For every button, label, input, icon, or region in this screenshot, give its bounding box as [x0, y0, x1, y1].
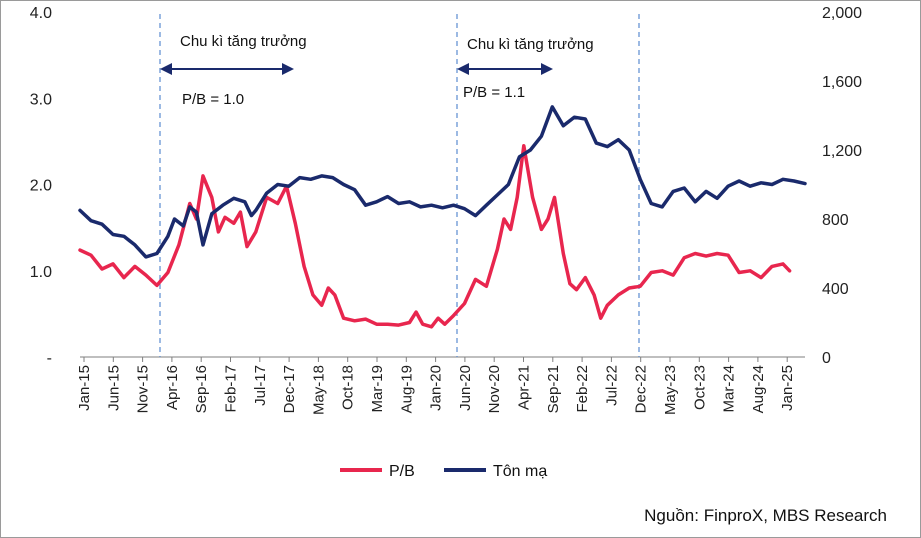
left-axis-tick-label: 2.0 — [30, 178, 52, 195]
x-axis-tick-label: Feb-22 — [574, 365, 591, 413]
x-axis-tick-label: Jun-20 — [457, 365, 474, 411]
tonma-series-line — [78, 105, 807, 259]
left-axis-tick-label: - — [47, 350, 52, 367]
x-axis-tick-label: Nov-15 — [135, 365, 152, 413]
left-axis-tick-label: 3.0 — [30, 91, 52, 108]
x-axis-tick-label: Jul-22 — [603, 365, 620, 406]
legend-pb-label: P/B — [389, 463, 415, 480]
x-axis-tick-label: Feb-17 — [223, 365, 240, 413]
x-axis-tick-label: Mar-19 — [369, 365, 386, 413]
x-axis-tick-label: Jul-17 — [252, 365, 269, 406]
x-axis-tick-label: Aug-19 — [398, 365, 415, 413]
x-axis-tick-label: Jun-15 — [105, 365, 122, 411]
cycle-1-label: Chu kì tăng trưởng — [180, 33, 307, 50]
right-axis-tick-label: 1,200 — [822, 143, 862, 160]
x-axis-tick-label: Oct-23 — [691, 365, 708, 410]
x-axis-tick-label: Dec-17 — [281, 365, 298, 413]
right-axis-tick-label: 2,000 — [822, 5, 862, 22]
x-axis-tick-label: Jan-15 — [76, 365, 93, 411]
right-axis-tick-label: 800 — [822, 212, 849, 229]
x-axis-tick-label: Apr-21 — [516, 365, 533, 410]
cycle-1-arrow-left-head — [160, 63, 172, 75]
x-axis-tick-label: Apr-16 — [164, 365, 181, 410]
cycle-2-arrow-left-head — [457, 63, 469, 75]
x-axis-tick-label: Jan-25 — [779, 365, 796, 411]
x-axis-tick-label: Jan-20 — [428, 365, 445, 411]
cycle-1-arrow-right-head — [282, 63, 294, 75]
cycle-1-pb-label: P/B = 1.0 — [182, 91, 244, 108]
left-axis-tick-label: 1.0 — [30, 264, 52, 281]
x-axis-tick-label: Sep-16 — [193, 365, 210, 413]
legend: P/B Tôn mạ — [340, 463, 547, 480]
legend-tonma-label: Tôn mạ — [493, 463, 547, 480]
x-axis-tick-label: May-18 — [310, 365, 327, 415]
right-axis-tick-label: 0 — [822, 350, 831, 367]
left-axis-tick-label: 4.0 — [30, 5, 52, 22]
x-axis-tick-label: Mar-24 — [721, 365, 738, 413]
x-axis-tick-label: Aug-24 — [750, 365, 767, 413]
right-axis-tick-label: 400 — [822, 281, 849, 298]
x-axis-tick-label: Oct-18 — [340, 365, 357, 410]
cycle-2-arrow-right-head — [541, 63, 553, 75]
x-axis-tick-label: Sep-21 — [545, 365, 562, 413]
pb-series-line — [78, 143, 792, 329]
right-axis-tick-label: 1,600 — [822, 74, 862, 91]
x-axis-tick-label: Dec-22 — [633, 365, 650, 413]
source-note: Nguồn: FinproX, MBS Research — [644, 506, 887, 525]
cycle-2-label: Chu kì tăng trưởng — [467, 36, 594, 53]
x-axis-tick-label: May-23 — [662, 365, 679, 415]
cycle-2-pb-label: P/B = 1.1 — [463, 84, 525, 101]
x-axis-tick-label: Nov-20 — [486, 365, 503, 413]
